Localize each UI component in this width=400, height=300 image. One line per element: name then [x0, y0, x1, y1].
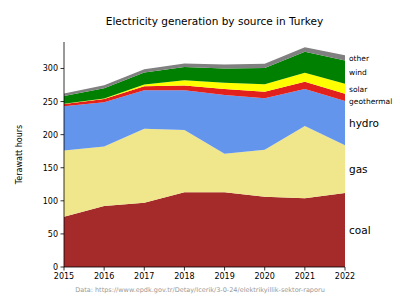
y-tick-label: 150: [43, 164, 58, 173]
area-other: [64, 47, 345, 96]
series-label: wind: [349, 68, 367, 77]
title: Electricity generation by source in Turk…: [106, 15, 323, 27]
chart: Electricity generation by source in Turk…: [0, 0, 400, 300]
y-tick: [61, 200, 65, 201]
source-note: Data: https://www.epdk.gov.tr/Detay/Icer…: [75, 286, 325, 294]
area-wind: [64, 52, 345, 104]
series-label: coal: [349, 224, 371, 236]
x-tick-label: 2017: [134, 272, 154, 281]
x-tick-label: 2016: [94, 272, 114, 281]
y-tick: [61, 233, 65, 234]
y-tick-label: 0: [53, 263, 58, 272]
x-tick: [224, 267, 225, 271]
x-tick: [64, 267, 65, 271]
x-tick-label: 2015: [54, 272, 74, 281]
x-tick-label: 2018: [174, 272, 194, 281]
areas: [64, 47, 345, 267]
series-label: geothermal: [349, 97, 392, 106]
y-tick-label: 250: [43, 98, 58, 107]
series-label: other: [349, 54, 370, 63]
x-tick-label: 2020: [255, 272, 275, 281]
y-tick: [61, 68, 65, 69]
x-axis-line: [64, 267, 345, 268]
x-tick-label: 2022: [335, 272, 355, 281]
y-tick: [61, 101, 65, 102]
x-tick-label: 2021: [295, 272, 315, 281]
x-tick: [184, 267, 185, 271]
x-tick-label: 2019: [214, 272, 234, 281]
y-tick: [61, 167, 65, 168]
x-tick: [104, 267, 105, 271]
y-tick: [61, 267, 65, 268]
x-tick: [144, 267, 145, 271]
series-label: solar: [349, 85, 368, 94]
series-label: gas: [349, 163, 368, 175]
x-tick: [304, 267, 305, 271]
series-label: hydro: [349, 117, 379, 129]
y-tick-label: 100: [43, 197, 58, 206]
y-tick-label: 300: [43, 64, 58, 73]
x-tick: [264, 267, 265, 271]
y-label: Terawatt hours: [15, 125, 24, 185]
y-axis-line: [64, 42, 65, 267]
y-tick-label: 50: [48, 230, 58, 239]
x-tick: [345, 267, 346, 271]
y-tick-label: 200: [43, 131, 58, 140]
y-tick: [61, 134, 65, 135]
